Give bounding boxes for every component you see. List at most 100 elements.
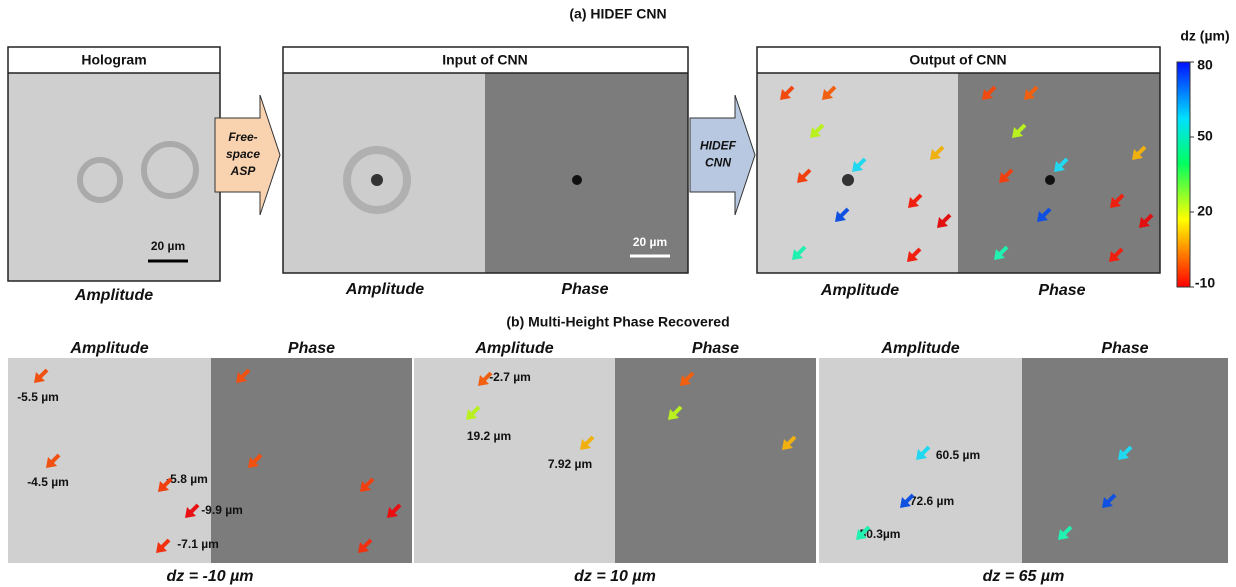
arrow-head xyxy=(780,89,791,100)
section-title: (b) Multi-Height Phase Recovered xyxy=(506,314,729,330)
arrow xyxy=(810,123,825,138)
image xyxy=(8,358,211,563)
annotation: -9.9 µm xyxy=(201,503,243,517)
image xyxy=(1022,358,1228,563)
panel-header: Amplitude xyxy=(880,340,959,357)
particle xyxy=(572,175,582,185)
arrow-head xyxy=(1139,217,1150,228)
arrow xyxy=(156,538,171,553)
colorbar-title: dz (µm) xyxy=(1180,28,1229,44)
panels-b: Amplitude Phase dz = -10 µm -5.5 µm -4.5 µm -… xyxy=(8,340,1228,585)
arrow xyxy=(856,525,871,540)
arrow xyxy=(668,405,683,420)
image xyxy=(485,73,688,273)
arrow xyxy=(185,503,200,518)
panel-label: Amplitude xyxy=(345,281,424,298)
process-text: space xyxy=(226,147,260,161)
arrow-head xyxy=(360,481,371,492)
arrow-head xyxy=(358,542,369,553)
tick-label: 80 xyxy=(1197,57,1213,73)
image xyxy=(958,73,1160,273)
particle xyxy=(1045,175,1055,185)
image xyxy=(615,358,816,563)
scale-label: 20 µm xyxy=(151,239,185,253)
arrow-head xyxy=(185,507,196,518)
panel-header: Phase xyxy=(1101,340,1148,357)
arrow-head xyxy=(792,249,803,260)
panel-label: Amplitude xyxy=(820,282,899,299)
arrow xyxy=(236,368,251,383)
arrow-head xyxy=(907,251,918,262)
arrow xyxy=(1024,85,1039,100)
arrow-head xyxy=(1012,127,1023,138)
annotation: -2.7 µm xyxy=(489,370,531,384)
process-text: CNN xyxy=(705,156,731,170)
colorbar xyxy=(1176,61,1191,288)
arrow xyxy=(1037,207,1052,222)
rings xyxy=(343,146,411,214)
arrow xyxy=(1109,247,1124,262)
scale-label: 20 µm xyxy=(633,235,667,249)
arrow-head xyxy=(1054,161,1065,172)
arrow-head xyxy=(387,507,398,518)
arrow-head xyxy=(1109,251,1120,262)
arrow xyxy=(907,247,922,262)
arrow-head xyxy=(34,372,45,383)
arrow xyxy=(1102,493,1117,508)
arrow-head xyxy=(466,409,477,420)
arrow xyxy=(1012,123,1027,138)
process-label: HIDEF CNN xyxy=(700,139,737,170)
panel-header: Phase xyxy=(288,340,335,357)
arrow xyxy=(782,435,797,450)
arrow-head xyxy=(1118,449,1129,460)
arrow-head xyxy=(1110,197,1121,208)
annotation: -4.5 µm xyxy=(27,475,69,489)
arrow-head xyxy=(852,161,863,172)
arrow-head xyxy=(248,457,259,468)
arrow-head xyxy=(916,449,927,460)
process-text: HIDEF xyxy=(700,139,737,153)
image xyxy=(211,358,412,563)
arrow-head xyxy=(1102,497,1113,508)
arrow-head xyxy=(1037,211,1048,222)
arrow xyxy=(780,85,795,100)
rings xyxy=(77,141,199,203)
panel-label: Phase xyxy=(1038,282,1085,299)
arrow xyxy=(1110,193,1125,208)
arrow xyxy=(1139,213,1154,228)
arrow-head xyxy=(478,375,489,386)
arrow-head xyxy=(999,172,1010,183)
particle-arrows xyxy=(34,85,1154,553)
arrow-head xyxy=(1132,149,1143,160)
annotation: -7.1 µm xyxy=(177,537,219,551)
arrow-head xyxy=(236,372,247,383)
arrow-head xyxy=(1024,89,1035,100)
arrow-head xyxy=(930,149,941,160)
process-arrow xyxy=(689,94,756,216)
arrow-head xyxy=(856,529,867,540)
panel-header: Amplitude xyxy=(69,340,148,357)
arrow-head xyxy=(900,497,911,508)
arrow xyxy=(994,245,1009,260)
particle xyxy=(842,174,854,186)
panel-caption: dz = 65 µm xyxy=(983,568,1065,585)
panel-header: Output of CNN xyxy=(909,52,1006,68)
tick-label: 20 xyxy=(1197,203,1213,219)
arrow xyxy=(999,168,1014,183)
arrow-head xyxy=(982,89,993,100)
image xyxy=(8,73,220,281)
arrow-head xyxy=(46,457,57,468)
arrow xyxy=(1054,157,1069,172)
arrow xyxy=(797,168,812,183)
arrow xyxy=(466,405,481,420)
arrow-head xyxy=(782,439,793,450)
arrow-head xyxy=(668,409,679,420)
process-label: Free-space ASP xyxy=(226,130,260,178)
panel-caption: dz = 10 µm xyxy=(574,568,656,585)
image xyxy=(757,73,958,273)
panel-header: Amplitude xyxy=(474,340,553,357)
annotation: 19.2 µm xyxy=(467,429,511,443)
annotation: 50.3µm xyxy=(860,527,901,541)
annotation: 60.5 µm xyxy=(936,448,980,462)
